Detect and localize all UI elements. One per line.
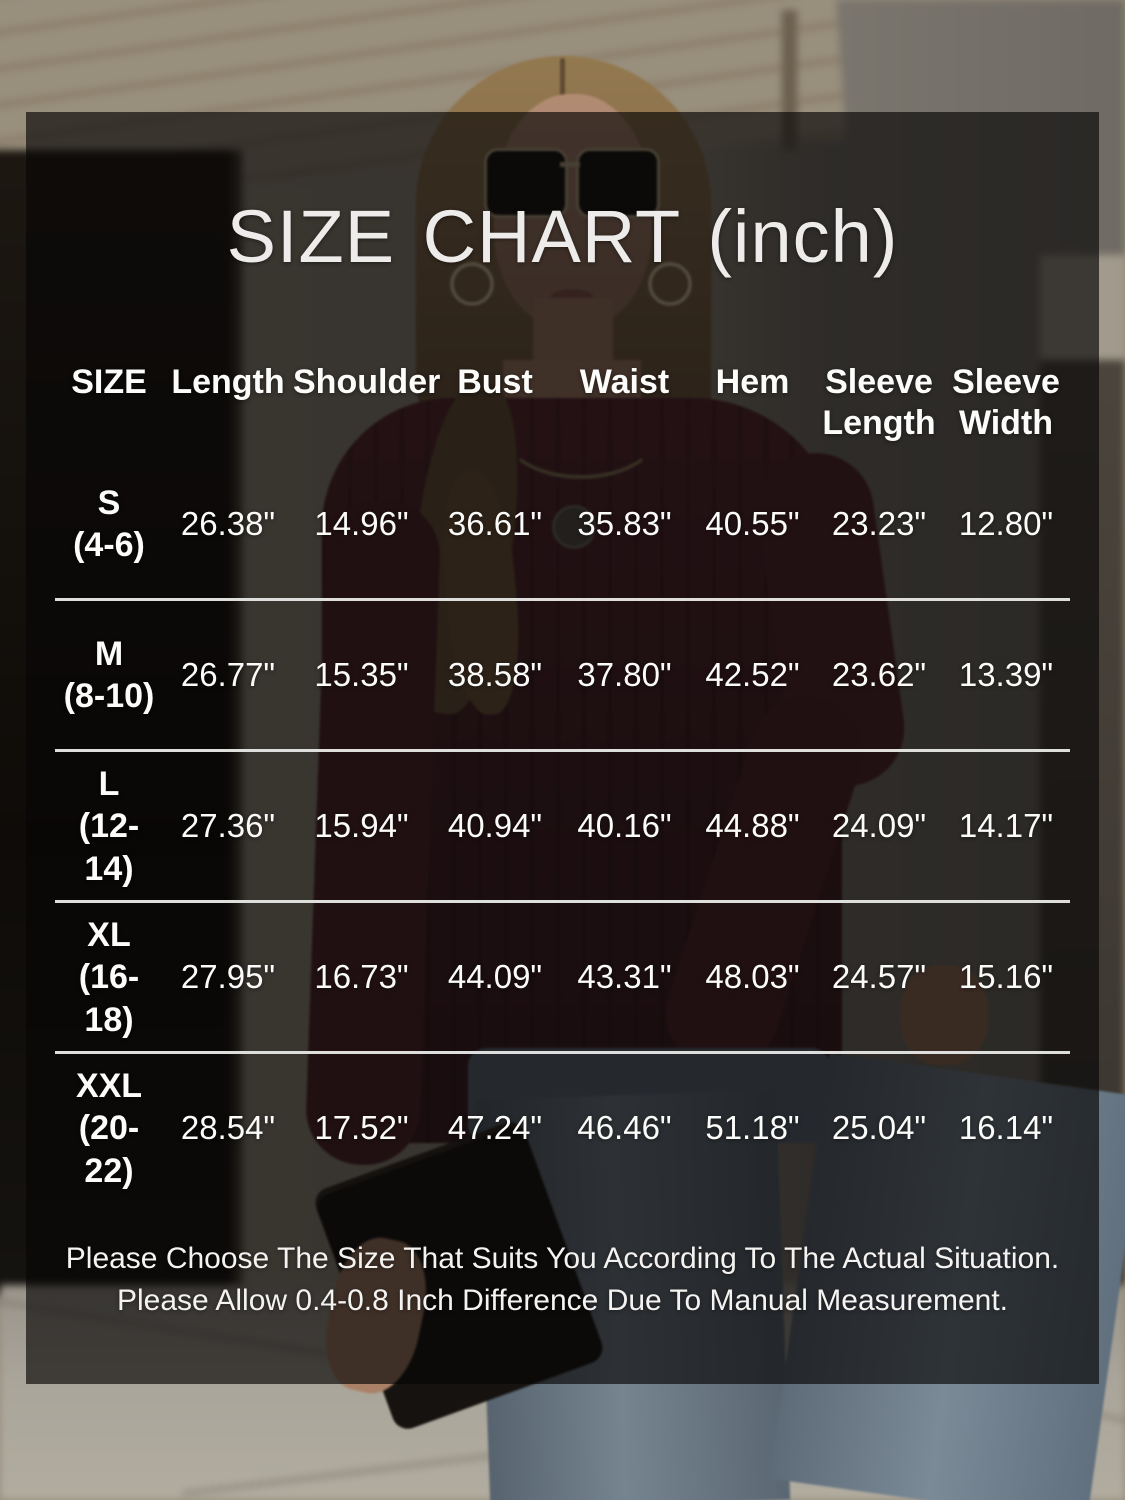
size-code: XXL [75,1066,143,1105]
table-header-row: SIZE Length Shoulder Bust Waist Hem Slee… [55,362,1070,450]
column-header-waist: Waist [560,362,689,402]
size-label: L (12-14) [55,763,163,891]
column-header-size: SIZE [55,362,163,402]
table-cell: 51.18" [705,1109,800,1147]
header-line: Length [822,403,936,442]
table-cell: 16.14" [958,1109,1054,1147]
table-cell: 16.73" [314,958,409,996]
table-cell: 14.17" [958,807,1054,845]
table-cell: 26.77" [180,656,276,694]
table-row-xxl: XXL (20-22) 28.54" 17.52" 47.24" 46.46" 5… [55,1054,1070,1202]
table-cell: 23.62" [831,656,927,694]
table-cell: 24.09" [831,807,927,845]
table-cell: 15.94" [314,807,409,845]
header-line: Shoulder [293,363,441,402]
table-cell: 25.04" [831,1109,927,1147]
table-cell: 40.55" [705,505,800,543]
size-label: S (4-6) [55,482,163,567]
dark-overlay-panel [26,112,1099,1384]
size-range: (8-10) [63,677,155,716]
table-cell: 37.80" [577,656,672,694]
note-line-1: Please Choose The Size That Suits You Ac… [65,1242,1060,1276]
table-cell: 14.96" [314,505,409,543]
header-line: Length [171,363,285,402]
size-code: L [98,764,120,803]
table-cell: 13.39" [958,656,1054,694]
header-line: SIZE [71,363,147,402]
table-row-m: M (8-10) 26.77" 15.35" 38.58" 37.80" 42.5… [55,601,1070,753]
table-cell: 27.36" [180,807,276,845]
size-range: (16-18) [78,958,140,1039]
header-line: Sleeve [952,363,1060,402]
table-cell: 17.52" [314,1109,409,1147]
header-line: Bust [457,363,533,402]
column-header-sleeve-length: Sleeve Length [816,362,942,442]
table-cell: 12.80" [958,505,1054,543]
table-cell: 23.23" [831,505,927,543]
table-cell: 44.88" [705,807,800,845]
page-title: SIZE CHART (inch) [226,195,899,278]
note-line-2: Please Allow 0.4-0.8 Inch Difference Due… [116,1284,1009,1318]
header-line: Width [958,403,1054,442]
size-table: SIZE Length Shoulder Bust Waist Hem Slee… [55,362,1070,1202]
size-label: M (8-10) [55,633,163,718]
column-header-length: Length [163,362,293,402]
table-cell: 36.61" [447,505,543,543]
table-cell: 43.31" [577,958,672,996]
size-code: S [97,483,121,522]
header-line: Sleeve [825,363,933,402]
size-code: M [94,634,124,673]
size-range: (20-22) [78,1109,140,1190]
table-cell: 46.46" [577,1109,672,1147]
column-header-bust: Bust [430,362,560,402]
table-cell: 47.24" [447,1109,543,1147]
table-cell: 27.95" [180,958,276,996]
table-cell: 48.03" [705,958,800,996]
header-line: Hem [715,363,790,402]
table-row-s: S (4-6) 26.38" 14.96" 36.61" 35.83" 40.55… [55,450,1070,602]
size-code: XL [87,915,131,954]
size-label: XL (16-18) [55,914,163,1042]
table-cell: 42.52" [705,656,800,694]
size-chart-content: SIZE CHART (inch) SIZE Length Shoulder B… [26,112,1099,1384]
table-cell: 26.38" [180,505,276,543]
column-header-sleeve-width: Sleeve Width [942,362,1070,442]
table-cell: 38.58" [447,656,543,694]
table-cell: 15.35" [314,656,409,694]
table-cell: 28.54" [180,1109,276,1147]
table-row-xl: XL (16-18) 27.95" 16.73" 44.09" 43.31" 48… [55,903,1070,1055]
table-cell: 40.16" [577,807,672,845]
column-header-shoulder: Shoulder [293,362,441,402]
table-row-l: L (12-14) 27.36" 15.94" 40.94" 40.16" 44.… [55,752,1070,904]
table-cell: 35.83" [577,505,672,543]
column-header-hem: Hem [689,362,816,402]
size-range: (4-6) [73,526,145,565]
table-cell: 15.16" [958,958,1054,996]
hair-part [560,58,565,103]
header-line: Waist [579,363,670,402]
table-cell: 40.94" [447,807,543,845]
table-cell: 44.09" [447,958,543,996]
size-label: XXL (20-22) [55,1065,163,1193]
table-cell: 24.57" [831,958,927,996]
measurement-note: Please Choose The Size That Suits You Ac… [55,1238,1070,1322]
size-range: (12-14) [78,807,140,888]
